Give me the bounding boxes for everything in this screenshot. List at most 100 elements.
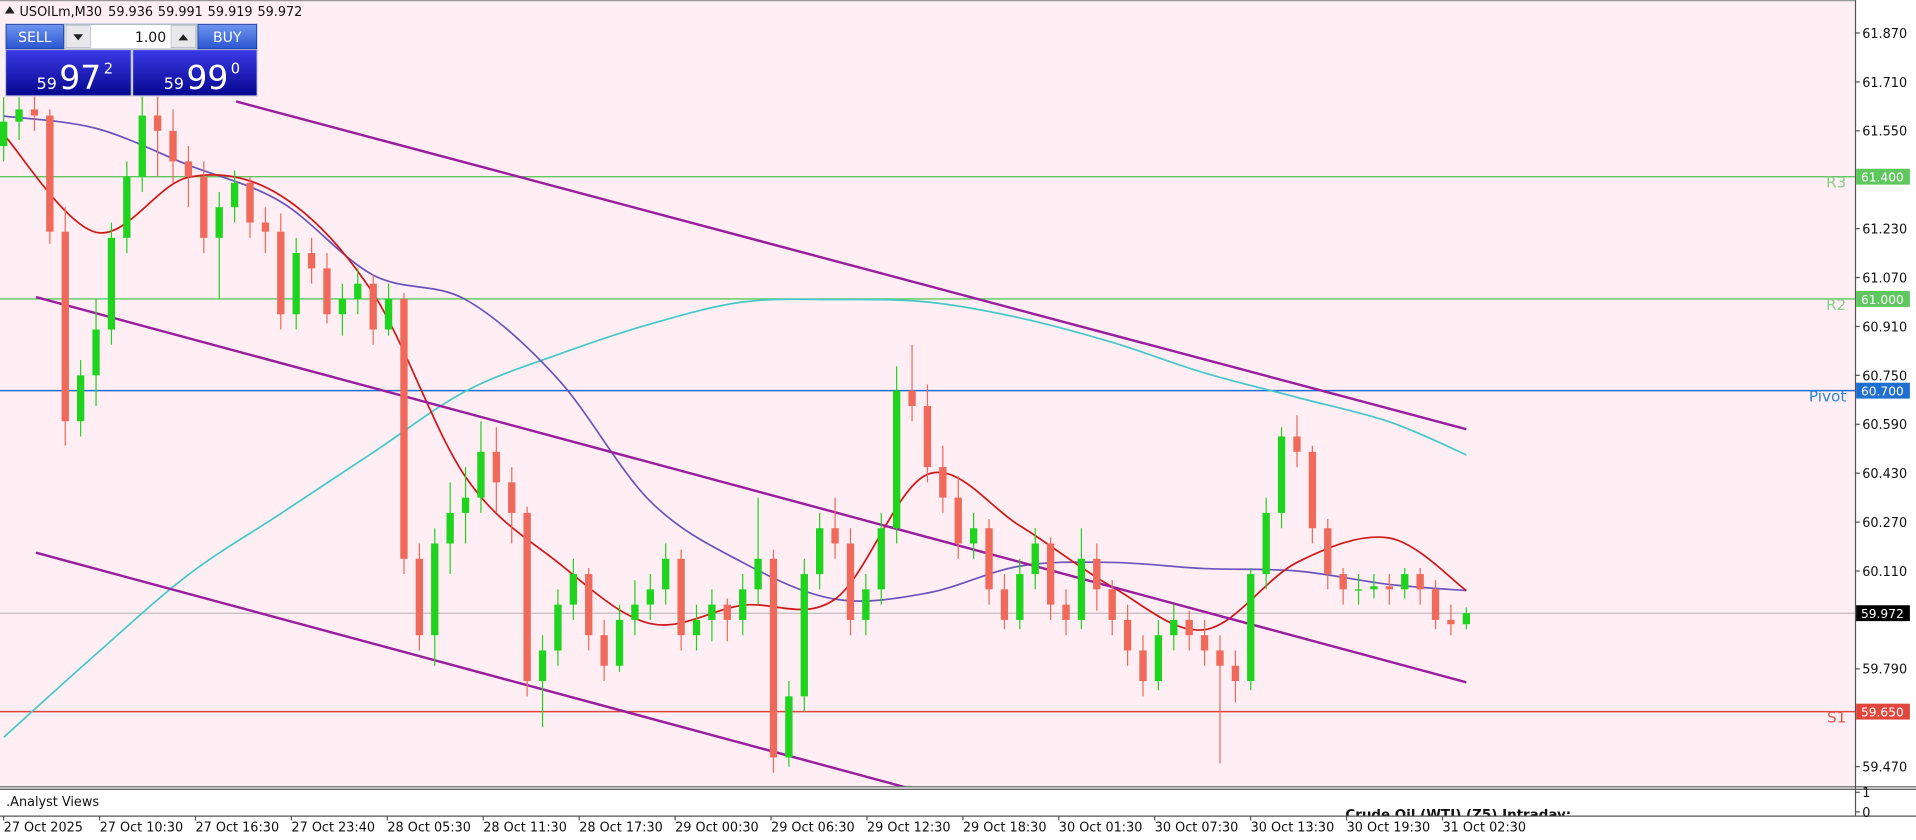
candle-body <box>569 574 577 605</box>
sell-button[interactable] <box>5 24 64 50</box>
y-tick-label: 60.430 <box>1862 467 1907 482</box>
price-digit: 2 <box>104 60 113 77</box>
candle-body <box>1123 619 1132 651</box>
sell-price[interactable]: 5997 2 <box>37 58 113 97</box>
level-box <box>1856 168 1910 185</box>
y-tick-label: 60.110 <box>1862 565 1907 580</box>
candle-body <box>46 115 54 232</box>
level-label: 59.650 <box>1861 706 1904 720</box>
candle-body <box>1031 543 1039 575</box>
level-box <box>1856 291 1910 307</box>
x-tick-label: 30 Oct 07:30 <box>1155 820 1239 835</box>
trendline <box>35 295 1467 684</box>
y-tick-label: 61.070 <box>1862 271 1907 286</box>
x-tick-label: 30 Oct 13:30 <box>1251 820 1335 835</box>
candle-body <box>800 574 808 697</box>
y-tick-label: 59.470 <box>1862 761 1907 776</box>
x-tick-label: 27 Oct 23:40 <box>291 820 375 835</box>
candle-body <box>15 109 23 122</box>
candle-body <box>816 528 824 575</box>
candle-body <box>338 298 347 315</box>
sell-price-box[interactable] <box>6 50 131 96</box>
candle-body <box>107 237 116 330</box>
lot-value[interactable]: 1.00 <box>135 30 166 46</box>
axis-layer: 61.870 61.710 61.550 61.230 61.070 60.910 60.7… <box>1854 27 1907 776</box>
x-tick-label: 30 Oct 01:30 <box>1059 820 1143 835</box>
x-tick-label: 27 Oct 16:30 <box>196 820 280 835</box>
candle-body <box>1200 635 1209 651</box>
trade-panel: SELL 1.00 BUY 5997 2 5999 0 <box>4 23 258 97</box>
candle-body <box>1231 665 1240 682</box>
price-digit: 0 <box>231 60 240 77</box>
buy-button[interactable] <box>197 24 257 50</box>
candle-body <box>123 176 131 238</box>
candle-body <box>1262 512 1270 575</box>
candle-body <box>708 604 716 620</box>
up-arrow <box>178 34 189 41</box>
candle-body <box>723 604 731 620</box>
candle-body <box>600 635 608 666</box>
buy-label[interactable]: BUY <box>213 30 242 46</box>
candle-body <box>769 558 778 758</box>
x-tick-label: 29 Oct 12:30 <box>867 820 951 835</box>
price-prefix: 59 <box>37 74 57 93</box>
level-name: Pivot <box>1809 388 1846 406</box>
header-open: 59.936 <box>108 5 153 20</box>
x-tick-label: 30 Oct 19:30 <box>1347 820 1431 835</box>
buy-price[interactable]: 5999 0 <box>164 58 240 97</box>
level-label: 61.400 <box>1861 171 1904 185</box>
candle-body <box>1293 436 1301 452</box>
candle-body <box>76 375 85 422</box>
candle-body <box>431 543 439 636</box>
candle-body <box>739 589 747 620</box>
candle-body <box>477 451 485 498</box>
candle-body <box>985 528 993 590</box>
candle-body <box>1462 613 1470 625</box>
x-tick-label: 27 Oct 2025 <box>4 820 83 835</box>
candle-body <box>554 604 562 651</box>
subwindow-area <box>0 788 1855 816</box>
candle-body <box>677 558 685 636</box>
candle-body <box>662 558 670 590</box>
trendline <box>235 100 1467 431</box>
price-main: 99 <box>186 58 228 97</box>
buy-price-box[interactable] <box>133 50 257 96</box>
y-tick-label: 60.270 <box>1862 516 1907 531</box>
candle-body <box>1170 619 1178 636</box>
level-box <box>1856 382 1910 399</box>
candle-body <box>1385 586 1394 590</box>
sub-tick-label: 0 <box>1862 806 1870 821</box>
candle-body <box>153 115 162 131</box>
candle-body <box>230 182 239 208</box>
candle-body <box>184 161 193 177</box>
candle-body <box>292 253 300 315</box>
candle-body <box>523 512 531 682</box>
moving-average <box>3 115 1467 602</box>
candle-body <box>1354 589 1363 591</box>
candle-body <box>1401 574 1409 590</box>
candle-body <box>246 182 254 223</box>
candle-body <box>307 253 316 269</box>
sell-label[interactable]: SELL <box>18 30 52 46</box>
candle-body <box>415 558 424 636</box>
candle-body <box>692 619 701 636</box>
y-tick-label: 61.710 <box>1862 76 1907 91</box>
x-tick-label: 28 Oct 17:30 <box>579 820 663 835</box>
candle-body <box>1370 586 1378 590</box>
candle-body <box>1093 558 1101 590</box>
candle-body <box>261 222 270 232</box>
y-tick-label: 59.790 <box>1862 663 1907 678</box>
candle-body <box>92 329 100 376</box>
candle-body <box>1046 543 1055 605</box>
y-tick-label: 60.590 <box>1862 418 1907 433</box>
header-high: 59.991 <box>158 5 203 20</box>
x-tick-label: 28 Oct 11:30 <box>483 820 567 835</box>
candle-body <box>1016 574 1024 620</box>
candle-body <box>1154 635 1163 682</box>
collapse-icon[interactable] <box>4 6 15 14</box>
candle-body <box>1000 589 1009 620</box>
level-name: S1 <box>1827 709 1846 727</box>
x-tick-label: 28 Oct 05:30 <box>387 820 471 835</box>
